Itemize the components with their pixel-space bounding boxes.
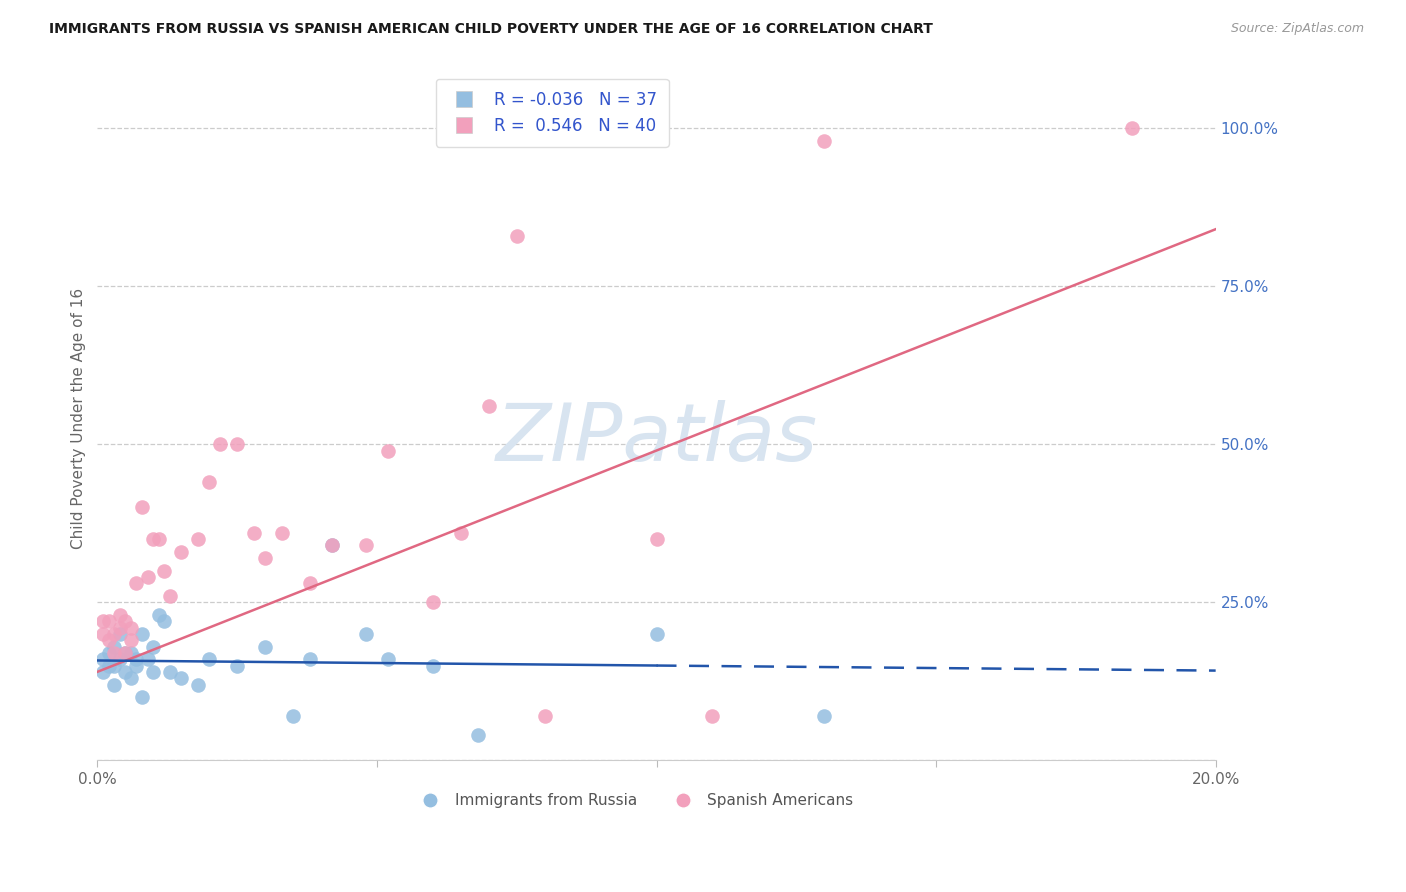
Point: [533, 709, 555, 723]
Point: [645, 627, 668, 641]
Point: [281, 709, 304, 723]
Point: [131, 500, 153, 515]
Point: [422, 595, 444, 609]
Point: [114, 646, 136, 660]
Point: [645, 532, 668, 546]
Point: [813, 134, 835, 148]
Point: [170, 545, 193, 559]
Point: [142, 532, 165, 546]
Point: [125, 652, 148, 666]
Point: [243, 525, 266, 540]
Point: [108, 627, 131, 641]
Point: [103, 627, 125, 641]
Point: [450, 525, 472, 540]
Point: [125, 658, 148, 673]
Point: [298, 576, 321, 591]
Point: [153, 614, 176, 628]
Point: [377, 443, 399, 458]
Point: [198, 652, 221, 666]
Point: [91, 652, 114, 666]
Point: [97, 658, 120, 673]
Point: [120, 633, 142, 648]
Point: [354, 627, 377, 641]
Point: [702, 709, 724, 723]
Point: [131, 690, 153, 705]
Point: [97, 633, 120, 648]
Point: [91, 614, 114, 628]
Point: [125, 576, 148, 591]
Point: [97, 614, 120, 628]
Point: [187, 677, 209, 691]
Point: [103, 646, 125, 660]
Point: [91, 665, 114, 679]
Y-axis label: Child Poverty Under the Age of 16: Child Poverty Under the Age of 16: [72, 288, 86, 549]
Point: [103, 640, 125, 654]
Text: Source: ZipAtlas.com: Source: ZipAtlas.com: [1230, 22, 1364, 36]
Point: [142, 665, 165, 679]
Point: [354, 538, 377, 552]
Text: IMMIGRANTS FROM RUSSIA VS SPANISH AMERICAN CHILD POVERTY UNDER THE AGE OF 16 COR: IMMIGRANTS FROM RUSSIA VS SPANISH AMERIC…: [49, 22, 934, 37]
Point: [226, 658, 249, 673]
Point: [103, 658, 125, 673]
Point: [377, 652, 399, 666]
Point: [159, 589, 181, 603]
Point: [103, 677, 125, 691]
Point: [467, 728, 489, 742]
Point: [270, 525, 292, 540]
Point: [506, 228, 529, 243]
Point: [120, 621, 142, 635]
Point: [136, 652, 159, 666]
Point: [422, 658, 444, 673]
Point: [254, 551, 277, 566]
Point: [108, 621, 131, 635]
Point: [114, 646, 136, 660]
Point: [153, 564, 176, 578]
Point: [120, 646, 142, 660]
Point: [131, 627, 153, 641]
Point: [254, 640, 277, 654]
Point: [1121, 121, 1143, 136]
Point: [226, 437, 249, 451]
Point: [142, 640, 165, 654]
Point: [97, 646, 120, 660]
Point: [114, 614, 136, 628]
Point: [187, 532, 209, 546]
Point: [813, 709, 835, 723]
Legend: Immigrants from Russia, Spanish Americans: Immigrants from Russia, Spanish American…: [409, 787, 859, 814]
Point: [159, 665, 181, 679]
Point: [170, 671, 193, 685]
Point: [148, 532, 170, 546]
Text: ZIPatlas: ZIPatlas: [495, 401, 817, 478]
Point: [108, 607, 131, 622]
Point: [136, 570, 159, 584]
Point: [321, 538, 343, 552]
Point: [198, 475, 221, 490]
Point: [209, 437, 232, 451]
Point: [478, 399, 501, 413]
Point: [321, 538, 343, 552]
Point: [91, 627, 114, 641]
Point: [108, 652, 131, 666]
Point: [114, 665, 136, 679]
Point: [148, 607, 170, 622]
Point: [298, 652, 321, 666]
Point: [120, 671, 142, 685]
